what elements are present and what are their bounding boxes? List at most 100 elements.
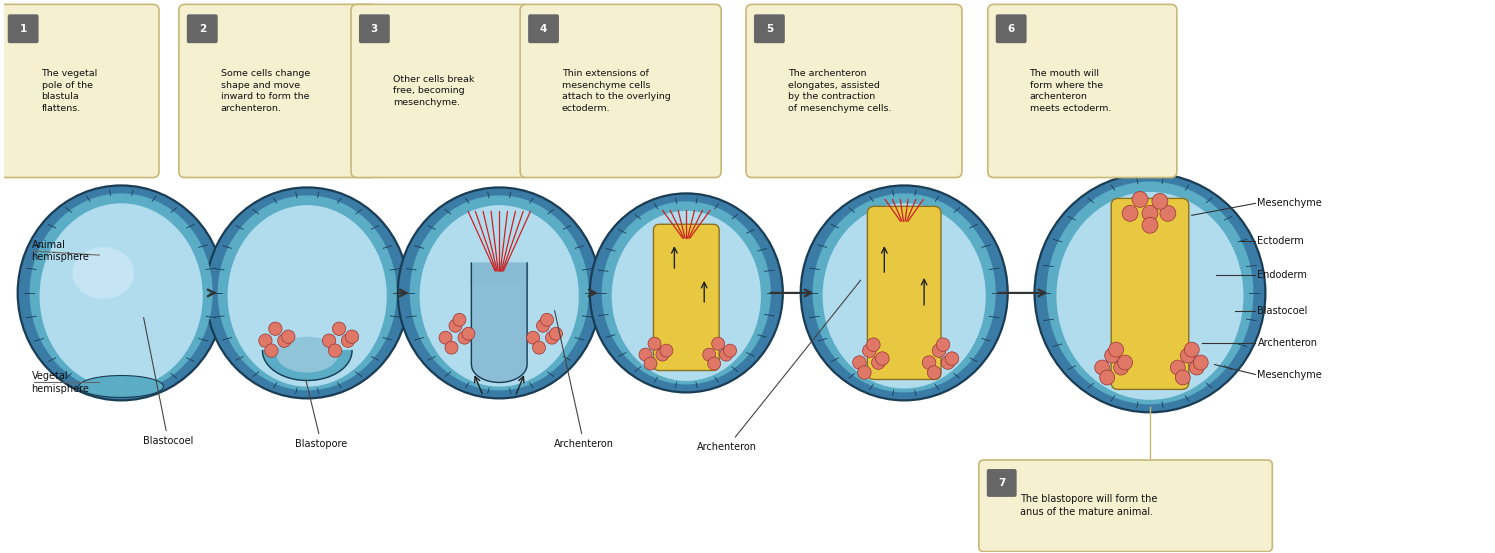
- Circle shape: [269, 322, 283, 336]
- Ellipse shape: [420, 205, 579, 387]
- Circle shape: [638, 348, 652, 361]
- FancyBboxPatch shape: [996, 14, 1027, 43]
- Text: Other cells break
free, becoming
mesenchyme.: Other cells break free, becoming mesench…: [393, 75, 474, 107]
- Circle shape: [707, 357, 721, 370]
- Circle shape: [876, 352, 890, 366]
- Ellipse shape: [30, 194, 212, 393]
- Circle shape: [1193, 355, 1208, 370]
- Text: Blastocoel: Blastocoel: [1257, 306, 1308, 316]
- Circle shape: [532, 341, 546, 354]
- FancyBboxPatch shape: [988, 4, 1177, 178]
- Ellipse shape: [398, 187, 601, 398]
- Circle shape: [867, 338, 881, 351]
- Circle shape: [712, 337, 725, 350]
- FancyBboxPatch shape: [359, 14, 390, 43]
- Circle shape: [332, 322, 345, 336]
- FancyBboxPatch shape: [528, 14, 559, 43]
- FancyBboxPatch shape: [187, 14, 218, 43]
- Circle shape: [1100, 370, 1115, 385]
- Ellipse shape: [1046, 181, 1253, 404]
- Circle shape: [278, 334, 292, 347]
- Circle shape: [1142, 217, 1159, 233]
- Text: 1: 1: [19, 24, 27, 34]
- Circle shape: [922, 356, 936, 369]
- Ellipse shape: [18, 185, 224, 400]
- Circle shape: [550, 327, 562, 340]
- FancyBboxPatch shape: [520, 4, 721, 178]
- Circle shape: [647, 337, 661, 350]
- FancyBboxPatch shape: [753, 14, 785, 43]
- Circle shape: [281, 330, 295, 343]
- Text: Mesenchyme: Mesenchyme: [1257, 199, 1322, 208]
- Circle shape: [341, 334, 354, 347]
- Circle shape: [942, 356, 955, 369]
- Ellipse shape: [611, 211, 761, 381]
- Circle shape: [323, 334, 336, 347]
- Polygon shape: [263, 351, 351, 380]
- Text: Thin extensions of
mesenchyme cells
attach to the overlying
ectoderm.: Thin extensions of mesenchyme cells atta…: [562, 69, 671, 113]
- Circle shape: [537, 319, 550, 332]
- Polygon shape: [471, 263, 528, 383]
- Text: 3: 3: [371, 24, 378, 34]
- Text: Some cells change
shape and move
inward to form the
archenteron.: Some cells change shape and move inward …: [221, 69, 309, 113]
- FancyBboxPatch shape: [0, 4, 158, 178]
- FancyBboxPatch shape: [179, 4, 378, 178]
- Ellipse shape: [1035, 174, 1265, 413]
- Circle shape: [659, 344, 673, 357]
- FancyBboxPatch shape: [979, 460, 1272, 551]
- Circle shape: [724, 344, 737, 357]
- Circle shape: [440, 331, 451, 344]
- Circle shape: [872, 356, 885, 369]
- Circle shape: [1184, 342, 1199, 357]
- Text: 4: 4: [540, 24, 547, 34]
- Text: Blastopore: Blastopore: [296, 380, 347, 449]
- Circle shape: [656, 348, 668, 361]
- Ellipse shape: [591, 194, 783, 393]
- Text: 6: 6: [1008, 24, 1015, 34]
- FancyBboxPatch shape: [1111, 199, 1189, 389]
- Circle shape: [644, 357, 656, 370]
- Circle shape: [259, 334, 272, 347]
- Circle shape: [1142, 205, 1159, 221]
- Text: 2: 2: [199, 24, 206, 34]
- Circle shape: [446, 341, 457, 354]
- Ellipse shape: [39, 204, 203, 389]
- Circle shape: [858, 366, 872, 379]
- Ellipse shape: [72, 247, 135, 299]
- Ellipse shape: [813, 194, 996, 393]
- Circle shape: [863, 344, 876, 357]
- Text: Vegetal
hemisphere: Vegetal hemisphere: [31, 371, 90, 394]
- Circle shape: [457, 331, 471, 344]
- Circle shape: [1109, 342, 1124, 357]
- Text: Archenteron: Archenteron: [697, 280, 861, 452]
- Ellipse shape: [822, 204, 985, 389]
- Circle shape: [546, 331, 559, 344]
- Circle shape: [936, 338, 949, 351]
- Circle shape: [329, 344, 342, 357]
- Text: Endoderm: Endoderm: [1257, 270, 1307, 280]
- Polygon shape: [471, 263, 528, 283]
- Text: Animal
hemisphere: Animal hemisphere: [31, 240, 90, 262]
- FancyBboxPatch shape: [351, 4, 531, 178]
- Ellipse shape: [277, 337, 338, 373]
- Text: Mesenchyme: Mesenchyme: [1257, 369, 1322, 379]
- Text: The blastopore will form the
anus of the mature animal.: The blastopore will form the anus of the…: [1020, 494, 1157, 518]
- Text: The archenteron
elongates, assisted
by the contraction
of mesenchyme cells.: The archenteron elongates, assisted by t…: [788, 69, 891, 113]
- Ellipse shape: [410, 195, 589, 390]
- Circle shape: [526, 331, 540, 344]
- Ellipse shape: [206, 187, 408, 398]
- Ellipse shape: [79, 375, 163, 398]
- Circle shape: [1171, 360, 1186, 375]
- Circle shape: [1153, 194, 1168, 210]
- Text: The mouth will
form where the
archenteron
meets ectoderm.: The mouth will form where the archentero…: [1030, 69, 1111, 113]
- Circle shape: [927, 366, 940, 379]
- Ellipse shape: [1057, 192, 1244, 400]
- Text: Ectoderm: Ectoderm: [1257, 236, 1304, 246]
- Circle shape: [1181, 348, 1195, 363]
- FancyBboxPatch shape: [653, 225, 719, 371]
- FancyBboxPatch shape: [987, 469, 1017, 497]
- Text: Blastocoel: Blastocoel: [144, 317, 193, 446]
- Circle shape: [541, 314, 553, 326]
- Circle shape: [1105, 348, 1120, 363]
- Circle shape: [1114, 360, 1129, 375]
